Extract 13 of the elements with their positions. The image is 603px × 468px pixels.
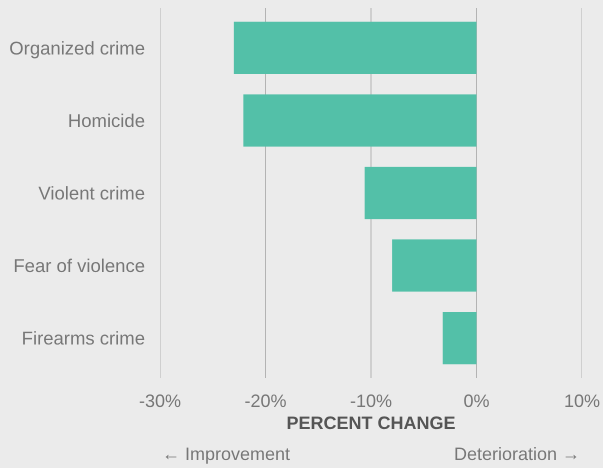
x-tick-label: 0% [463, 391, 490, 411]
y-tick-label: Fear of violence [13, 255, 145, 276]
text: Deterioration → [454, 444, 580, 464]
x-tick-label: -10% [350, 391, 392, 411]
x-tick-label: -30% [138, 391, 182, 411]
x-tick-label: 10% [564, 391, 600, 411]
y-tick-label: Homicide [68, 110, 145, 131]
x-axis-title: PERCENT CHANGE [286, 413, 456, 434]
y-tick-label: Organized crime [9, 37, 145, 58]
x-tick-label: -20% [244, 391, 287, 411]
text: ← Improvement [162, 444, 290, 464]
y-tick-label: Firearms crime [22, 328, 145, 349]
y-tick-label: Violent crime [38, 182, 145, 204]
